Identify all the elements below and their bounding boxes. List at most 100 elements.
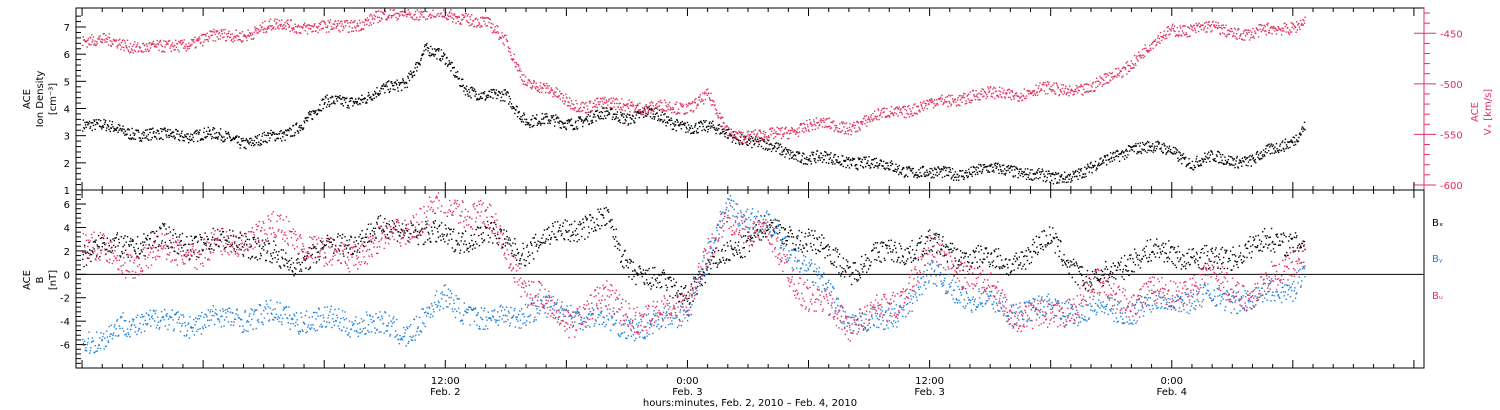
velocity-point bbox=[420, 12, 422, 15]
velocity-point bbox=[747, 133, 749, 136]
velocity-point bbox=[422, 16, 424, 18]
velocity-point bbox=[488, 21, 490, 24]
velocity-point bbox=[1260, 30, 1263, 33]
velocity-point bbox=[1188, 35, 1190, 38]
density-point bbox=[830, 152, 832, 154]
velocity-point bbox=[263, 31, 265, 34]
velocity-point bbox=[1197, 24, 1199, 26]
bx-point bbox=[255, 256, 257, 258]
velocity-point bbox=[1262, 27, 1265, 29]
density-point bbox=[1029, 169, 1032, 171]
velocity-point bbox=[581, 109, 584, 112]
density-point bbox=[1058, 179, 1061, 181]
density-point bbox=[109, 130, 111, 133]
velocity-point bbox=[1031, 91, 1033, 94]
velocity-point bbox=[473, 25, 476, 28]
velocity-point bbox=[492, 23, 494, 25]
velocity-point bbox=[1289, 31, 1292, 33]
bx-point bbox=[384, 236, 387, 238]
velocity-point bbox=[453, 13, 456, 15]
velocity-point bbox=[1174, 30, 1176, 33]
density-point bbox=[1176, 151, 1178, 153]
velocity-point bbox=[940, 96, 942, 99]
density-point bbox=[992, 166, 994, 169]
density-point bbox=[534, 117, 537, 119]
bx-point bbox=[251, 255, 254, 258]
velocity-point bbox=[570, 108, 572, 110]
velocity-point bbox=[848, 129, 850, 132]
velocity-point bbox=[1032, 90, 1034, 92]
density-point bbox=[441, 58, 444, 60]
density-point bbox=[360, 99, 362, 101]
velocity-point bbox=[826, 126, 828, 128]
velocity-point bbox=[416, 16, 418, 19]
density-point bbox=[179, 139, 181, 142]
density-point bbox=[1009, 167, 1011, 169]
velocity-point bbox=[785, 126, 787, 128]
velocity-point bbox=[209, 31, 212, 33]
velocity-point bbox=[1217, 22, 1219, 24]
bx-point bbox=[128, 244, 130, 246]
velocity-point bbox=[88, 43, 90, 45]
density-point bbox=[348, 107, 350, 109]
bx-point bbox=[412, 224, 414, 226]
density-point bbox=[441, 55, 443, 57]
density-point bbox=[593, 113, 596, 116]
density-point bbox=[987, 171, 989, 173]
density-point bbox=[1170, 151, 1173, 154]
density-point bbox=[873, 166, 875, 169]
velocity-point bbox=[713, 101, 715, 103]
velocity-point bbox=[318, 22, 320, 25]
velocity-point bbox=[136, 42, 139, 44]
velocity-point bbox=[992, 88, 994, 90]
density-point bbox=[409, 73, 411, 76]
density-point bbox=[790, 151, 792, 154]
bx-point bbox=[304, 255, 306, 258]
density-point bbox=[575, 120, 577, 122]
velocity-point bbox=[588, 100, 591, 103]
velocity-point bbox=[448, 12, 450, 14]
density-point bbox=[760, 145, 763, 148]
bx-point bbox=[265, 259, 267, 262]
velocity-point bbox=[619, 102, 621, 104]
density-point bbox=[663, 119, 666, 121]
velocity-point bbox=[598, 103, 601, 106]
velocity-point bbox=[277, 25, 280, 27]
velocity-point bbox=[580, 103, 582, 105]
velocity-point bbox=[1017, 100, 1019, 102]
density-point bbox=[868, 156, 870, 158]
velocity-point bbox=[129, 42, 132, 45]
velocity-point bbox=[928, 99, 931, 101]
velocity-point bbox=[295, 25, 297, 28]
density-point bbox=[954, 171, 957, 173]
density-point bbox=[933, 176, 935, 179]
velocity-point bbox=[1080, 84, 1082, 86]
velocity-point bbox=[762, 130, 765, 132]
density-point bbox=[1126, 156, 1128, 159]
bx-point bbox=[334, 248, 336, 250]
velocity-point bbox=[728, 133, 731, 136]
bx-point bbox=[344, 236, 346, 238]
velocity-point bbox=[1092, 81, 1094, 84]
velocity-point bbox=[802, 127, 804, 130]
density-point bbox=[1237, 167, 1240, 169]
velocity-point bbox=[531, 86, 533, 88]
velocity-point bbox=[941, 98, 944, 100]
velocity-point bbox=[185, 50, 188, 52]
velocity-point bbox=[991, 93, 993, 95]
density-point bbox=[129, 134, 132, 136]
bx-point bbox=[307, 252, 309, 254]
density-point bbox=[1254, 158, 1256, 161]
velocity-point bbox=[810, 121, 812, 123]
velocity-point bbox=[340, 20, 343, 22]
density-point bbox=[645, 112, 647, 115]
velocity-point bbox=[950, 105, 952, 107]
velocity-point bbox=[220, 29, 222, 31]
velocity-point bbox=[1090, 90, 1093, 92]
velocity-point bbox=[599, 101, 601, 103]
velocity-point bbox=[211, 34, 213, 37]
velocity-point bbox=[663, 109, 665, 112]
density-point bbox=[440, 60, 442, 62]
density-point bbox=[620, 111, 622, 114]
density-point bbox=[180, 135, 182, 137]
